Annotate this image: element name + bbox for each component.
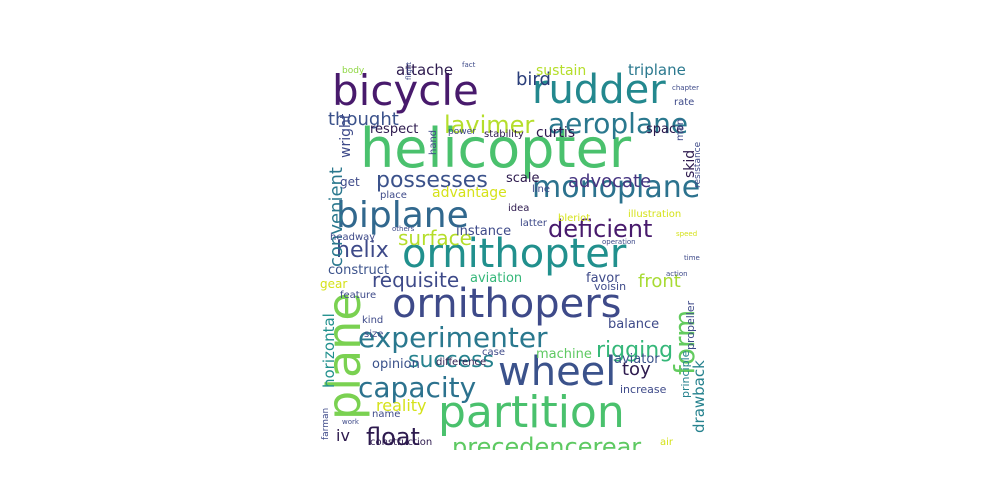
- word-case: case: [482, 347, 505, 358]
- word-horizontal: horizontal: [320, 313, 338, 388]
- word-sustain: sustain: [536, 63, 586, 79]
- word-man: man: [675, 119, 686, 141]
- word-farman: farman: [321, 408, 331, 440]
- word-partition: partition: [438, 387, 625, 438]
- word-aeroplane: aeroplane: [548, 107, 688, 140]
- word-experimenter: experimenter: [358, 321, 548, 354]
- word-operation: operation: [602, 238, 636, 246]
- word-helix: helix: [336, 238, 389, 263]
- word-float: float: [366, 423, 420, 450]
- word-success: success: [408, 348, 494, 373]
- word-front: front: [638, 271, 681, 292]
- word-fact: fact: [462, 61, 476, 69]
- word-attache: attache: [396, 61, 453, 79]
- word-machine: machine: [536, 347, 592, 362]
- word-iv: iv: [336, 426, 350, 445]
- word-voisin: voisin: [594, 280, 626, 293]
- word-balance: balance: [608, 317, 659, 332]
- word-surface: surface: [398, 226, 472, 250]
- word-cloud: helicopter ornithopter ornithopers partitio…: [320, 55, 708, 450]
- word-place: place: [380, 190, 407, 201]
- word-instance: instance: [456, 224, 511, 239]
- word-stability: stability: [484, 129, 524, 140]
- word-bicycle: bicycle: [332, 66, 479, 115]
- word-biplane: biplane: [336, 195, 469, 236]
- word-deficient: deficient: [548, 215, 652, 243]
- word-triplane: triplane: [628, 61, 686, 79]
- word-power: power: [448, 127, 476, 137]
- word-bleriot: bleriot: [558, 213, 590, 224]
- word-rigging: rigging: [596, 338, 673, 363]
- word-name: name: [372, 409, 400, 420]
- word-work: work: [342, 418, 360, 426]
- word-size: size: [364, 329, 383, 340]
- word-advocate: advocate: [568, 171, 651, 192]
- word-line: line: [532, 184, 550, 195]
- word-capacity: capacity: [358, 371, 476, 404]
- word-chapter: chapter: [672, 84, 699, 92]
- word-body: body: [342, 66, 365, 76]
- word-rudder: rudder: [532, 67, 666, 113]
- word-construct: construct: [328, 263, 389, 278]
- word-construction: construction: [370, 437, 432, 448]
- word-aviation: aviation: [470, 271, 522, 286]
- word-feature: feature: [340, 290, 376, 301]
- word-action: action: [666, 270, 688, 278]
- word-opinion: opinion: [372, 357, 420, 372]
- word-thought: thought: [328, 109, 399, 130]
- word-idea: idea: [508, 203, 529, 214]
- word-convenient: convenient: [326, 167, 347, 267]
- word-advantage: advantage: [432, 185, 507, 201]
- word-curtis: curtis: [536, 125, 575, 141]
- word-illustration: illustration: [628, 209, 681, 220]
- word-resistance: resistance: [693, 141, 703, 188]
- word-space: space: [646, 122, 684, 137]
- word-get: get: [340, 175, 360, 189]
- word-toy: toy: [622, 359, 651, 380]
- word-speed: speed: [676, 230, 697, 238]
- word-plane: plane: [320, 292, 371, 420]
- word-ornithopers: ornithopers: [392, 281, 621, 327]
- word-gear: gear: [320, 277, 347, 291]
- word-principle: principle: [679, 350, 692, 398]
- word-bird: bird: [516, 69, 551, 90]
- word-hand: hand: [428, 130, 439, 155]
- word-requisite: requisite: [372, 268, 459, 292]
- word-drawback: drawback: [690, 360, 708, 433]
- word-reality: reality: [376, 396, 427, 415]
- word-time: time: [684, 254, 700, 262]
- word-propeller: propeller: [684, 300, 697, 350]
- word-ornithopter: ornithopter: [402, 231, 627, 277]
- word-kind: kind: [362, 315, 383, 326]
- word-latter: latter: [520, 218, 548, 229]
- word-skid: skid: [682, 150, 698, 178]
- word-aviator: aviator: [614, 352, 660, 367]
- word-helicopter: helicopter: [360, 117, 632, 180]
- word-scale: scale: [506, 171, 540, 186]
- word-increase: increase: [620, 383, 667, 396]
- word-favor: favor: [586, 271, 620, 286]
- word-wheel: wheel: [498, 349, 616, 395]
- word-rate: rate: [674, 97, 694, 108]
- word-air: air: [660, 437, 674, 448]
- word-headway: headway: [330, 232, 375, 243]
- word-lavimer: lavimer: [444, 111, 534, 139]
- word-precedencerear: precedencerear: [452, 433, 641, 450]
- word-form: form: [668, 310, 701, 375]
- word-difference: difference: [436, 357, 486, 368]
- word-flight: flight: [405, 62, 413, 80]
- word-monoplane: monoplane: [532, 170, 700, 205]
- word-respect: respect: [370, 122, 418, 137]
- word-wright: wright: [338, 113, 354, 158]
- word-possesses: possesses: [376, 168, 488, 193]
- word-others: others: [392, 225, 415, 233]
